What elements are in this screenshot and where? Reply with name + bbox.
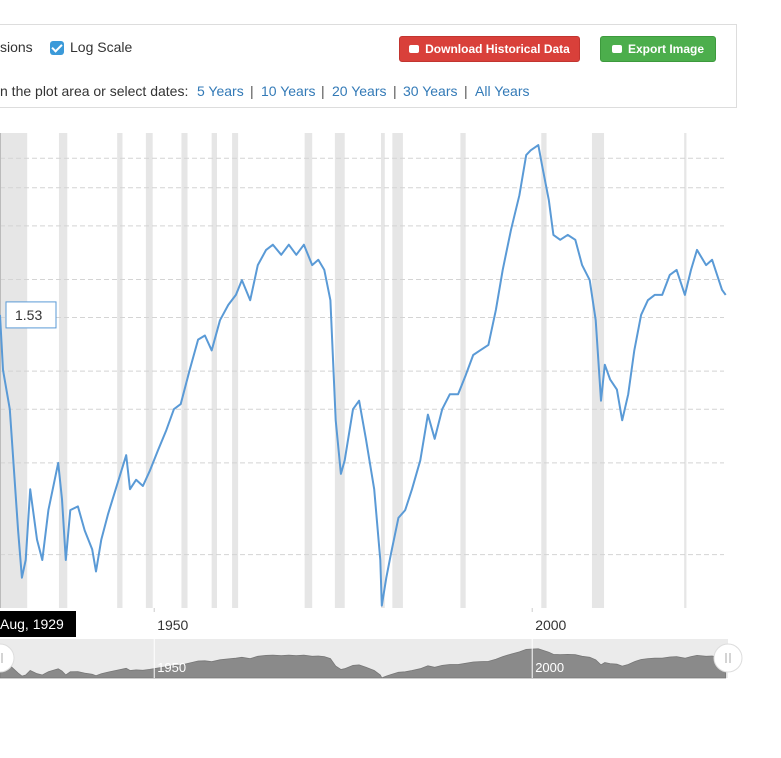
recessions-label[interactable]: sions (0, 39, 33, 55)
range-separator: | (464, 83, 468, 99)
recession-band (181, 133, 188, 608)
x-tick-label: 2000 (535, 617, 566, 633)
recession-band (392, 133, 403, 608)
range-separator: | (393, 83, 397, 99)
x-tick-label: 1950 (157, 617, 188, 633)
tooltip-date: Aug, 1929 (0, 616, 64, 632)
recession-band (381, 133, 385, 608)
recession-band (304, 133, 313, 608)
recession-band (460, 133, 466, 608)
recession-band (0, 133, 28, 608)
toolbar: sions Log Scale Download Historical Data… (0, 24, 737, 108)
download-icon (409, 45, 420, 53)
tooltip-value: 1.53 (15, 307, 42, 323)
navigator-handle[interactable] (0, 643, 15, 673)
recession-band (591, 133, 605, 608)
recession-band (541, 133, 547, 608)
zoom-prompt: n the plot area or select dates: (0, 83, 189, 99)
navigator-handle[interactable] (713, 643, 743, 673)
range-separator: | (321, 83, 325, 99)
recession-band (211, 133, 217, 608)
recession-band (145, 133, 153, 608)
range-link[interactable]: 20 Years (332, 83, 387, 99)
recession-band (58, 133, 68, 608)
recession-band (334, 133, 345, 608)
range-link[interactable]: 5 Years (197, 83, 244, 99)
navigator-label: 1950 (157, 660, 186, 675)
range-link[interactable]: 30 Years (403, 83, 458, 99)
navigator-area (0, 648, 727, 679)
download-button[interactable]: Download Historical Data (399, 36, 580, 62)
export-button-label: Export Image (627, 42, 705, 56)
recession-band (117, 133, 123, 608)
navigator-label: 2000 (535, 660, 564, 675)
range-separator: | (250, 83, 254, 99)
log-scale-checkbox[interactable] (50, 41, 64, 55)
series-line (0, 144, 727, 607)
export-icon (611, 45, 622, 53)
date-box (0, 611, 76, 637)
recession-band (684, 133, 687, 608)
log-scale-label[interactable]: Log Scale (70, 39, 133, 55)
tooltip-box (5, 301, 57, 329)
export-button[interactable]: Export Image (600, 36, 716, 62)
download-button-label: Download Historical Data (425, 42, 570, 56)
recession-band (232, 133, 239, 608)
range-link[interactable]: All Years (475, 83, 530, 99)
range-link[interactable]: 10 Years (261, 83, 316, 99)
